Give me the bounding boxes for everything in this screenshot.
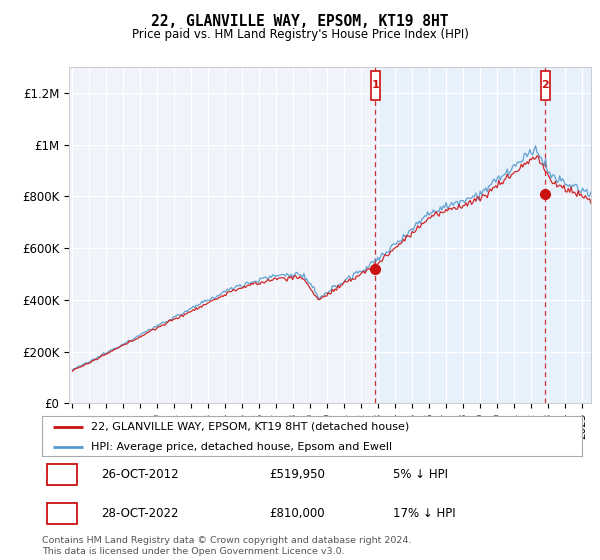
FancyBboxPatch shape [47, 503, 77, 524]
Bar [376, 67, 591, 403]
Text: HPI: Average price, detached house, Epsom and Ewell: HPI: Average price, detached house, Epso… [91, 442, 392, 452]
Text: 26-OCT-2012: 26-OCT-2012 [101, 468, 179, 481]
Text: 2: 2 [58, 507, 67, 520]
Text: 17% ↓ HPI: 17% ↓ HPI [393, 507, 455, 520]
FancyBboxPatch shape [47, 464, 77, 485]
FancyBboxPatch shape [541, 71, 550, 100]
Text: 1: 1 [58, 468, 67, 481]
Text: 5% ↓ HPI: 5% ↓ HPI [393, 468, 448, 481]
Text: Price paid vs. HM Land Registry's House Price Index (HPI): Price paid vs. HM Land Registry's House … [131, 28, 469, 41]
Text: 1: 1 [371, 80, 379, 90]
Text: 2: 2 [542, 80, 550, 90]
Text: £519,950: £519,950 [269, 468, 325, 481]
Text: Contains HM Land Registry data © Crown copyright and database right 2024.
This d: Contains HM Land Registry data © Crown c… [42, 536, 412, 556]
Text: 28-OCT-2022: 28-OCT-2022 [101, 507, 179, 520]
Text: £810,000: £810,000 [269, 507, 325, 520]
Text: 22, GLANVILLE WAY, EPSOM, KT19 8HT: 22, GLANVILLE WAY, EPSOM, KT19 8HT [151, 14, 449, 29]
FancyBboxPatch shape [371, 71, 380, 100]
Text: 22, GLANVILLE WAY, EPSOM, KT19 8HT (detached house): 22, GLANVILLE WAY, EPSOM, KT19 8HT (deta… [91, 422, 409, 432]
